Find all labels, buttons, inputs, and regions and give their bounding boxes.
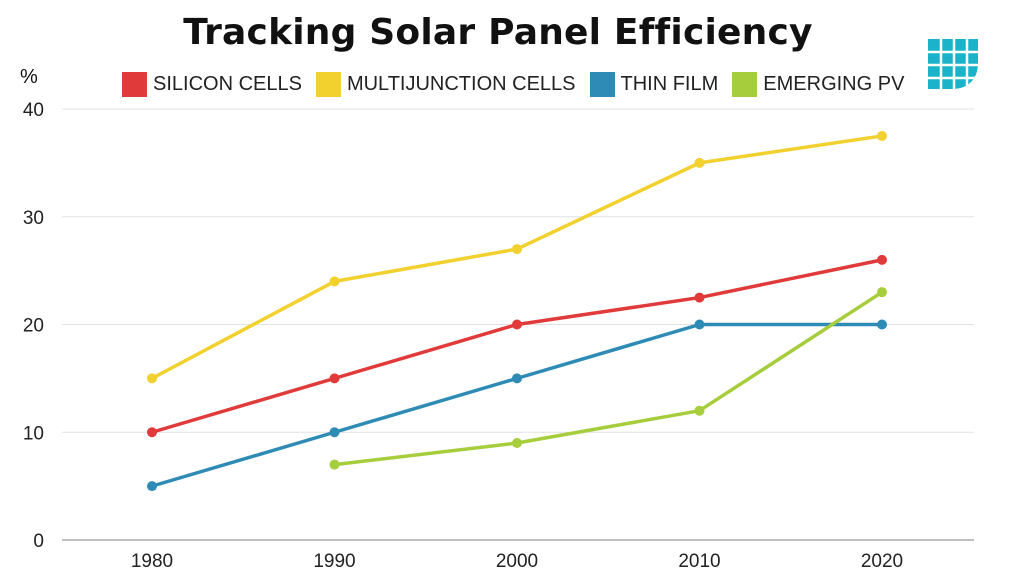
- legend-swatch: [732, 72, 758, 97]
- chart-title: Tracking Solar Panel Efficiency: [183, 12, 813, 53]
- y-unit-label: %: [20, 66, 38, 88]
- y-tick-label: 10: [23, 423, 44, 444]
- data-point-silicon-cells: [147, 427, 157, 438]
- y-tick-label: 0: [33, 531, 44, 552]
- legend-label: EMERGING PV: [763, 73, 905, 95]
- series-line-silicon-cells: [151, 258, 883, 434]
- legend-label: MULTIJUNCTION CELLS: [346, 73, 576, 95]
- series-line-thin-film: [151, 322, 882, 488]
- legend-label: THIN FILM: [620, 73, 719, 95]
- legend-item-silicon-cells: SILICON CELLS: [122, 72, 302, 97]
- data-point-multijunction-cells: [694, 157, 705, 168]
- y-tick-label: 30: [23, 208, 44, 229]
- legend-swatch: [122, 72, 147, 97]
- series-line-multijunction-cells: [151, 134, 883, 380]
- data-point-silicon-cells: [512, 319, 522, 330]
- data-point-multijunction-cells: [512, 244, 522, 255]
- grid-logo-icon: [928, 39, 978, 89]
- data-point-thin-film: [694, 319, 705, 330]
- data-point-emerging-pv: [877, 287, 887, 298]
- legend-swatch: [315, 72, 341, 97]
- legend-item-emerging-pv: EMERGING PV: [732, 72, 904, 97]
- x-tick-label: 2020: [861, 551, 903, 572]
- legend: SILICON CELLS MULTIJUNCTION CELLS THIN F…: [122, 72, 904, 97]
- series-line-emerging-pv: [334, 290, 883, 467]
- x-tick-label: 1990: [313, 551, 355, 572]
- data-point-thin-film: [512, 373, 522, 384]
- data-point-thin-film: [147, 481, 157, 492]
- data-point-silicon-cells: [877, 254, 887, 265]
- data-point-thin-film: [329, 427, 340, 438]
- data-point-silicon-cells: [329, 373, 340, 384]
- legend-item-multijunction-cells: MULTIJUNCTION CELLS: [315, 72, 576, 97]
- x-tick-label: 2000: [496, 551, 538, 572]
- x-tick-label: 2010: [678, 551, 720, 572]
- data-point-emerging-pv: [694, 405, 705, 416]
- legend-label: SILICON CELLS: [153, 73, 302, 95]
- data-point-emerging-pv: [329, 459, 340, 470]
- x-tick-label: 1980: [131, 551, 173, 572]
- data-point-multijunction-cells: [877, 130, 887, 141]
- y-tick-label: 40: [23, 100, 44, 121]
- legend-item-thin-film: THIN FILM: [589, 72, 719, 97]
- y-tick-label: 20: [23, 316, 44, 337]
- data-point-silicon-cells: [694, 292, 705, 303]
- data-point-thin-film: [877, 319, 887, 330]
- data-point-multijunction-cells: [329, 276, 340, 287]
- data-point-emerging-pv: [512, 438, 522, 449]
- data-point-multijunction-cells: [147, 373, 157, 384]
- legend-swatch: [589, 72, 615, 97]
